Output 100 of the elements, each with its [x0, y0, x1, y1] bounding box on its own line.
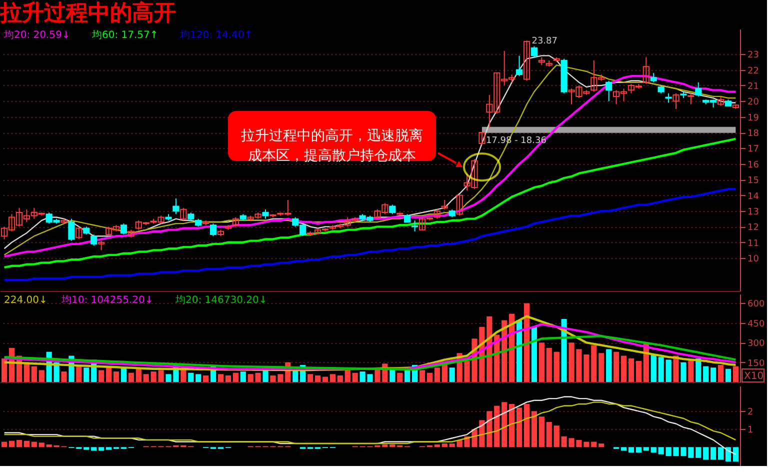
bar — [620, 356, 627, 382]
bar — [591, 442, 597, 448]
candlestick — [523, 40, 530, 82]
bar — [524, 404, 530, 448]
bar — [98, 370, 104, 382]
candlestick — [441, 200, 448, 210]
bar — [502, 402, 508, 448]
bar — [673, 356, 679, 382]
candlestick — [478, 132, 486, 146]
bar — [710, 368, 716, 382]
candlestick — [172, 198, 180, 215]
bar — [546, 422, 552, 448]
line-series — [3, 323, 737, 370]
bar — [344, 370, 350, 382]
y-tick-label: 21 — [748, 82, 759, 92]
text: 均120: 14.40↑ — [179, 29, 253, 41]
bar — [98, 447, 104, 451]
bar — [531, 411, 537, 448]
y-tick-label: 19 — [748, 113, 760, 124]
bar — [434, 368, 440, 382]
candlestick — [530, 46, 538, 58]
y-tick-label: 12 — [748, 223, 759, 234]
bar — [643, 447, 649, 451]
bar — [620, 447, 627, 451]
bar — [24, 440, 30, 448]
bar — [732, 366, 739, 382]
bar — [61, 371, 67, 382]
bar — [1, 358, 8, 382]
candlestick — [672, 92, 680, 110]
bar — [650, 447, 656, 453]
bar — [203, 375, 209, 382]
bar — [136, 368, 142, 382]
candlestick — [180, 207, 187, 221]
candlestick — [90, 234, 98, 246]
bar — [628, 447, 634, 453]
candlestick — [262, 208, 269, 220]
bar — [240, 371, 246, 382]
bar — [143, 374, 149, 382]
y-tick-label: 20 — [748, 98, 760, 108]
candlestick — [717, 96, 724, 106]
y-tick-label: 10 — [748, 254, 760, 265]
bar — [449, 368, 455, 382]
y-tick-label: 18 — [748, 129, 760, 140]
y-tick-label: 300 — [748, 339, 765, 350]
candlestick — [456, 194, 463, 216]
annotation: 23.87 — [532, 36, 558, 46]
bar — [680, 362, 686, 382]
candlestick — [606, 80, 612, 102]
candlestick — [688, 92, 694, 105]
candlestick — [120, 223, 128, 236]
bar — [449, 444, 455, 448]
bar — [262, 370, 268, 382]
bar — [494, 406, 500, 448]
bar — [84, 368, 90, 382]
bar — [732, 447, 739, 462]
candlestick — [650, 72, 657, 83]
bar — [8, 440, 15, 448]
line-series — [3, 188, 737, 282]
bar — [696, 447, 702, 458]
bar — [397, 372, 403, 382]
bar — [613, 352, 620, 382]
bar — [554, 426, 560, 448]
bar — [516, 408, 522, 448]
candlestick — [68, 218, 75, 242]
bar — [718, 364, 724, 382]
y-tick-label: 16 — [748, 160, 760, 170]
candlestick — [210, 223, 217, 237]
text: 均20: 146730.20↓ — [174, 294, 268, 306]
candlestick — [642, 56, 650, 84]
bar — [725, 447, 732, 462]
bar — [113, 371, 120, 382]
text: 均20: 20.59↓ — [3, 29, 70, 41]
bar — [232, 372, 238, 382]
bar — [314, 375, 321, 382]
y-tick-label: 22 — [748, 66, 759, 76]
text: 均60: 17.57↑ — [91, 29, 158, 41]
bar — [337, 375, 343, 382]
bar — [442, 444, 448, 448]
bar — [703, 447, 709, 460]
candlestick — [76, 226, 82, 240]
text: X10 — [744, 371, 764, 382]
bar — [628, 358, 634, 382]
bar — [636, 360, 642, 382]
y-tick-label: 2 — [748, 408, 754, 418]
bar — [718, 447, 724, 460]
bar — [128, 372, 134, 382]
bar — [390, 444, 396, 448]
bar — [598, 444, 604, 448]
bar — [218, 374, 224, 382]
bar — [531, 326, 537, 382]
bar — [710, 447, 716, 460]
y-tick-label: 600 — [748, 300, 765, 310]
y-tick-label: 23 — [748, 50, 759, 61]
bar — [426, 372, 433, 382]
candlestick — [665, 92, 672, 104]
y-tick-label: 17 — [748, 144, 759, 155]
y-tick-label: 11 — [748, 238, 759, 249]
bar — [31, 442, 37, 448]
y-tick-label: 15 — [748, 176, 759, 186]
text: 224.00↓ — [4, 295, 48, 306]
